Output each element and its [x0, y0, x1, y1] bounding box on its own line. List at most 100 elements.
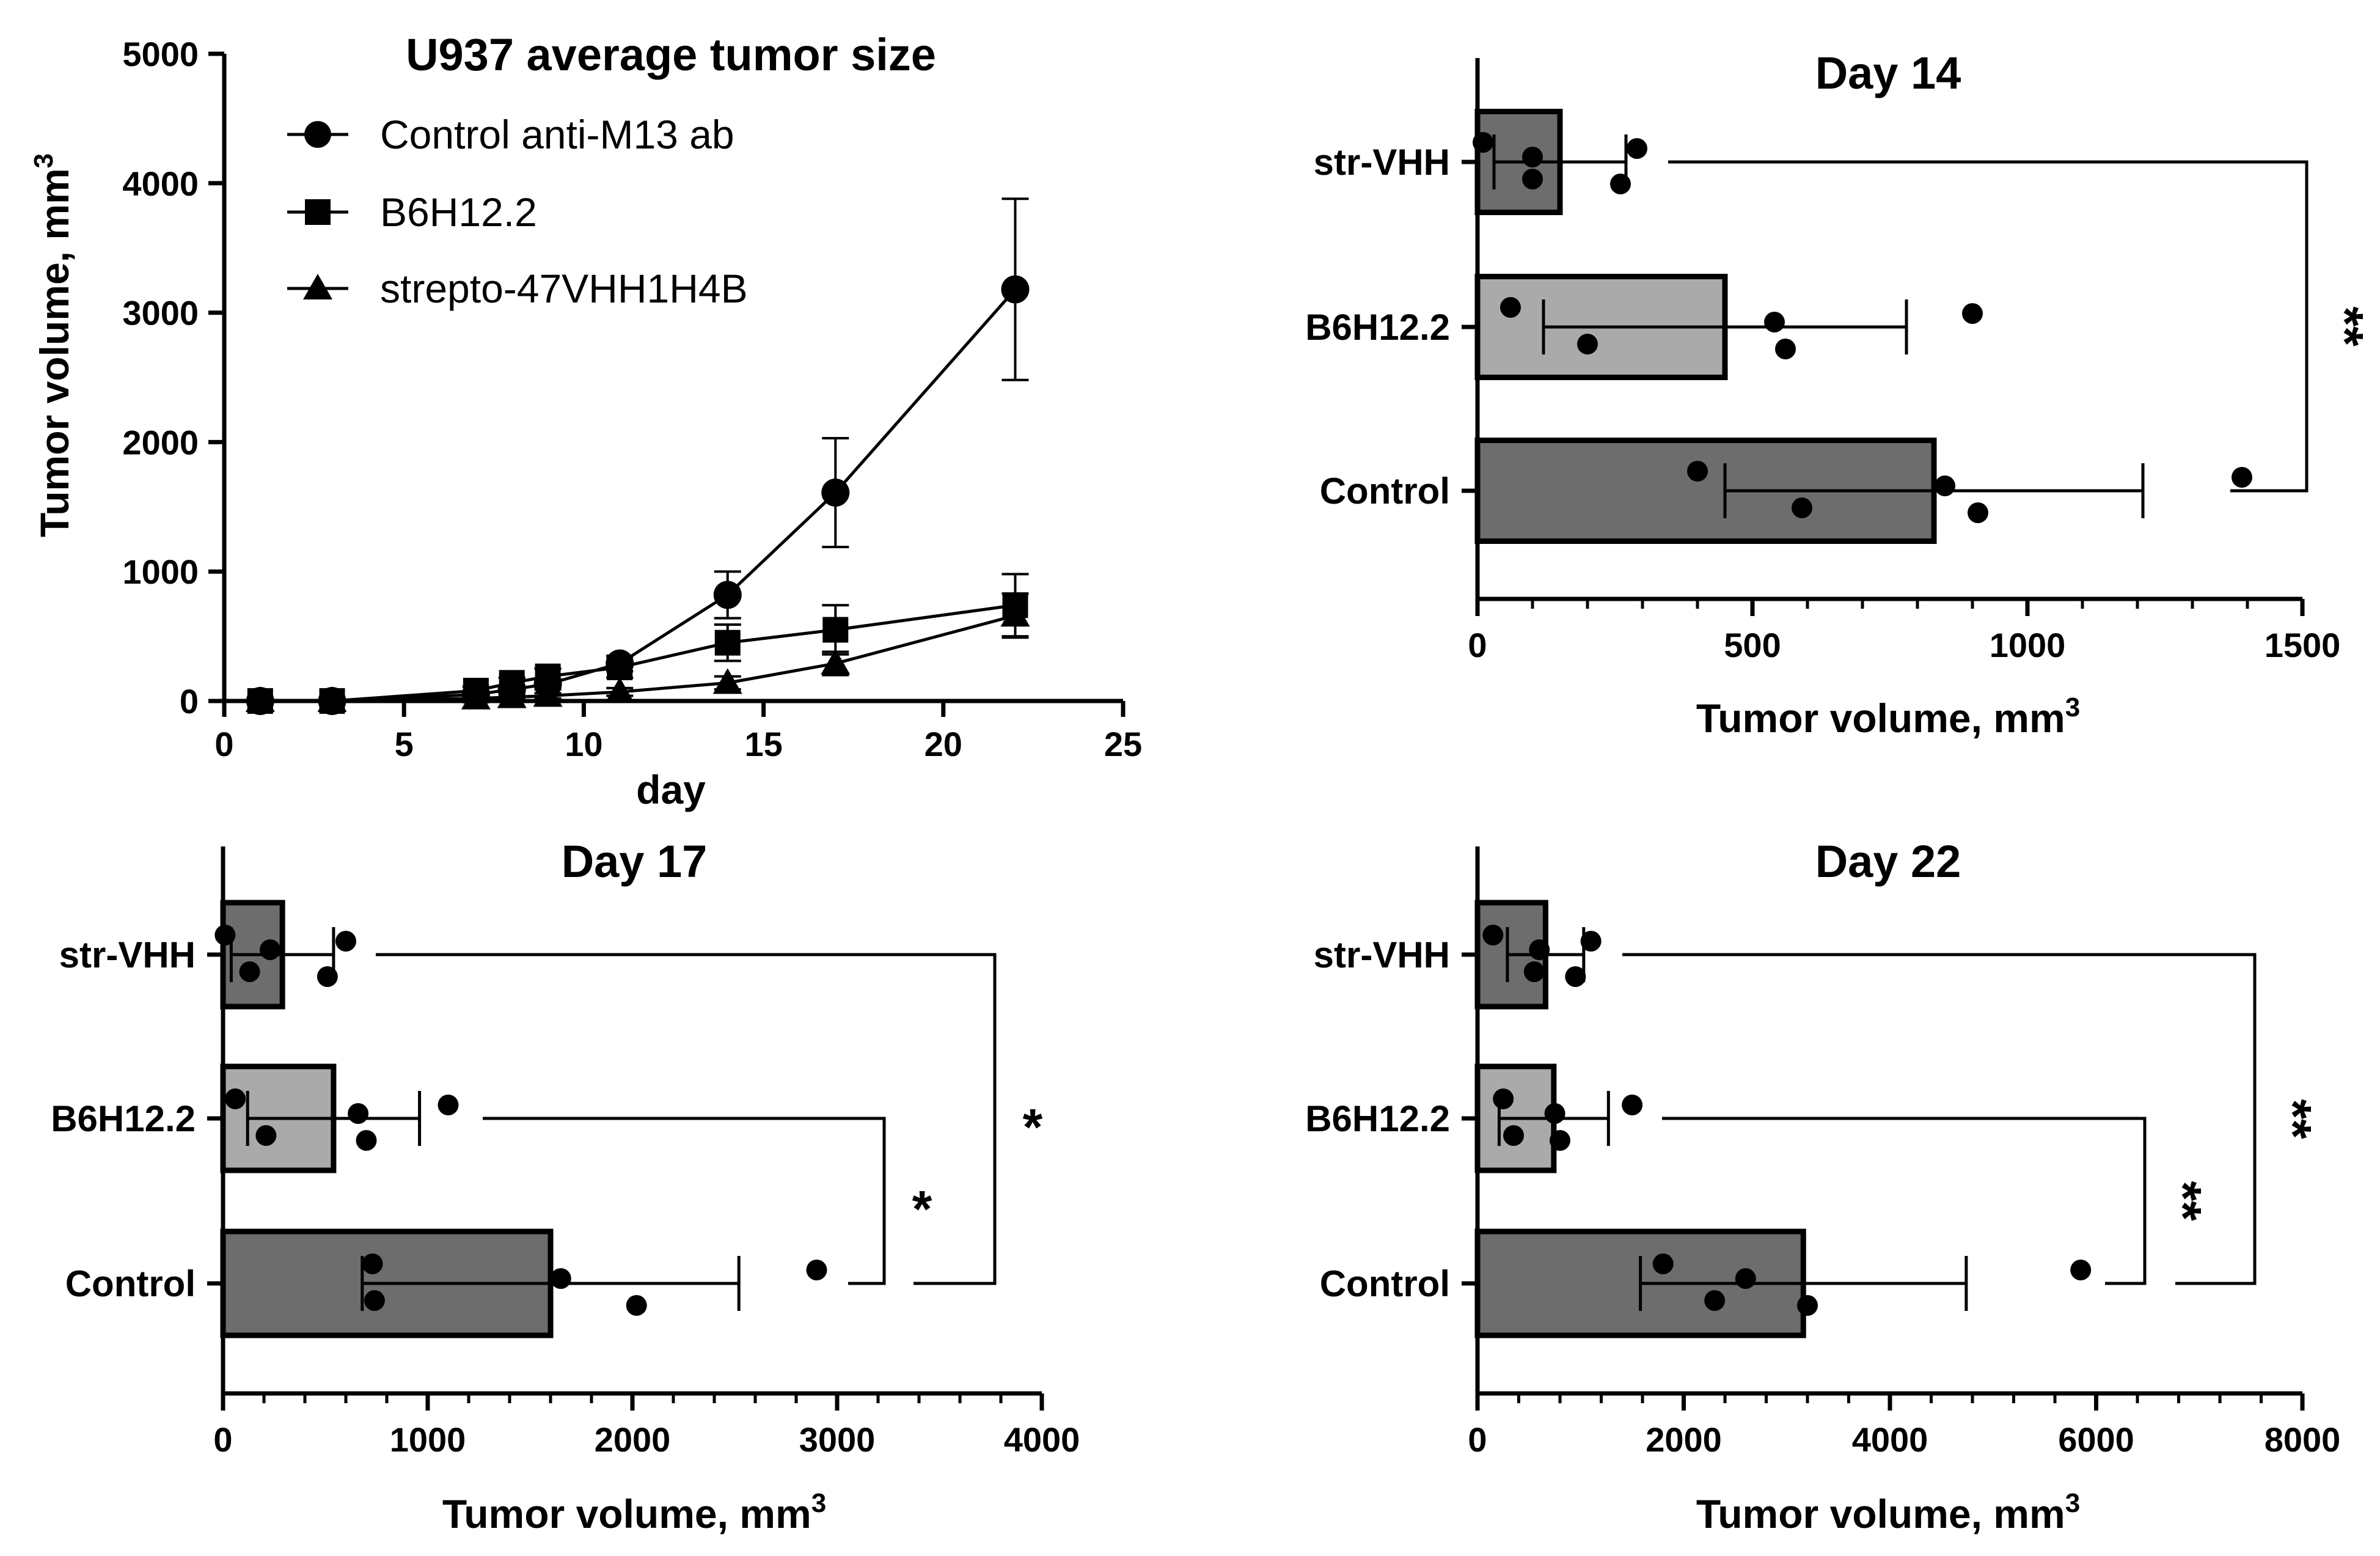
data-point [1610, 174, 1631, 194]
category-label: B6H12.2 [51, 1098, 196, 1139]
x-tick-label: 1500 [2265, 626, 2341, 664]
y-tick-label: 4000 [122, 164, 199, 203]
series-triangle [245, 592, 1030, 712]
legend-marker-circle [304, 121, 331, 148]
day17-plot: 0 1000 2000 3000 4000 str-VHH B6H12.2 Control * * [51, 846, 1080, 1459]
day17-title: Day 17 [562, 836, 708, 887]
y-tick-label: 2000 [122, 423, 199, 461]
data-point [1577, 334, 1598, 354]
day22-x-label-text: Tumor volume, mm [1696, 1491, 2065, 1536]
day22-x-label: Tumor volume, mm3 [1696, 1488, 2080, 1536]
line-chart-legend: Control anti-M13 ab B6H12.2 strepto-47VH… [287, 112, 748, 311]
category-label: B6H12.2 [1305, 307, 1450, 348]
data-point [1565, 966, 1586, 987]
x-tick-label: 0 [1468, 626, 1487, 664]
data-point [2070, 1260, 2092, 1280]
x-tick-label: 2000 [595, 1420, 671, 1459]
data-point-square [714, 629, 741, 656]
x-tick-label: 4000 [1852, 1420, 1928, 1459]
data-point [214, 925, 236, 945]
significance-label: ** [2316, 306, 2374, 347]
x-tick-label: 4000 [1004, 1420, 1080, 1459]
data-point [1962, 303, 1983, 324]
data-point-triangle [461, 683, 491, 710]
x-tick-label: 20 [925, 725, 962, 763]
data-point [2232, 467, 2252, 488]
legend-label-strepto: strepto-47VHH1H4B [380, 266, 748, 311]
data-point-circle [1001, 275, 1030, 304]
data-point [1792, 497, 1812, 518]
data-point [1797, 1295, 1818, 1316]
data-point [225, 1088, 246, 1109]
data-point-triangle [821, 648, 851, 675]
data-point [1529, 939, 1550, 960]
line-chart-title: U937 average tumor size [406, 29, 936, 80]
data-point-circle [821, 479, 850, 507]
data-point-triangle [497, 682, 527, 708]
day22-chart-panel: Day 22 Tumor volume, mm3 0 2000 4000 6000 80… [1305, 836, 2340, 1536]
x-tick-label: 3000 [799, 1420, 876, 1459]
line-chart-axes: 0 5 10 15 20 25 0 1000 2000 3000 4000 5000 [122, 35, 1142, 763]
data-point [1550, 1130, 1570, 1151]
y-tick-label: 3000 [122, 294, 199, 332]
data-point [1687, 461, 1708, 482]
legend-item-b6h12: B6H12.2 [287, 189, 537, 235]
x-tick-label: 5 [395, 725, 414, 763]
y-tick-label: 1000 [122, 552, 199, 591]
day17-chart-panel: Day 17 Tumor volume, mm3 0 1000 2000 3000 40… [51, 836, 1080, 1536]
data-point [1622, 1095, 1643, 1115]
legend-marker-square [305, 199, 331, 225]
data-point [335, 931, 356, 952]
x-tick-label: 6000 [2058, 1420, 2134, 1459]
legend-marker-triangle [303, 274, 332, 299]
category-label: Control [65, 1263, 196, 1304]
data-point-triangle [1000, 601, 1030, 627]
x-tick-label: 1000 [1990, 626, 2066, 664]
data-point [806, 1260, 827, 1280]
day17-x-label-text: Tumor volume, mm [442, 1491, 811, 1536]
x-tick-label: 2000 [1646, 1420, 1722, 1459]
category-label: Control [1320, 1263, 1450, 1304]
x-tick-label: 1000 [390, 1420, 466, 1459]
significance-label: * [912, 1180, 932, 1238]
data-point [626, 1295, 647, 1316]
data-point [1503, 1125, 1525, 1146]
y-tick-label: 0 [180, 682, 199, 721]
significance-label: ** [2155, 1181, 2212, 1221]
day14-x-label: Tumor volume, mm3 [1696, 692, 2080, 741]
data-point-triangle [712, 668, 742, 694]
data-point [356, 1130, 377, 1151]
data-point [1500, 297, 1521, 318]
significance-bracket [1662, 1117, 2147, 1285]
day14-title: Day 14 [1815, 48, 1961, 98]
category-label: B6H12.2 [1305, 1098, 1450, 1139]
data-point-square [607, 654, 633, 680]
data-point [550, 1268, 571, 1289]
data-point [364, 1290, 385, 1311]
data-point-triangle [317, 686, 347, 712]
significance-label: * [1023, 1098, 1043, 1156]
day17-x-label-sup: 3 [811, 1488, 826, 1518]
day22-title: Day 22 [1815, 836, 1961, 887]
data-point [1544, 1103, 1565, 1124]
series-line [260, 288, 1017, 703]
data-point [1704, 1290, 1726, 1311]
y-tick-label: 5000 [122, 35, 199, 73]
data-point-triangle [533, 681, 563, 707]
line-chart-y-label-text: Tumor volume, mm [32, 168, 77, 537]
data-point [260, 939, 281, 960]
data-point [1523, 961, 1545, 982]
x-tick-label: 0 [214, 725, 233, 763]
series-line [260, 614, 1016, 703]
data-point [1473, 132, 1493, 153]
x-tick-label: 500 [1724, 626, 1781, 664]
data-point [1580, 931, 1602, 952]
significance-bracket [483, 1117, 886, 1285]
day14-x-label-sup: 3 [2065, 692, 2080, 722]
data-point [317, 966, 338, 987]
category-label: str-VHH [1314, 934, 1450, 975]
significance-label: ** [2265, 1099, 2322, 1139]
category-label: Control [1320, 471, 1450, 512]
day17-x-label: Tumor volume, mm3 [442, 1488, 826, 1536]
category-label: str-VHH [59, 934, 196, 975]
